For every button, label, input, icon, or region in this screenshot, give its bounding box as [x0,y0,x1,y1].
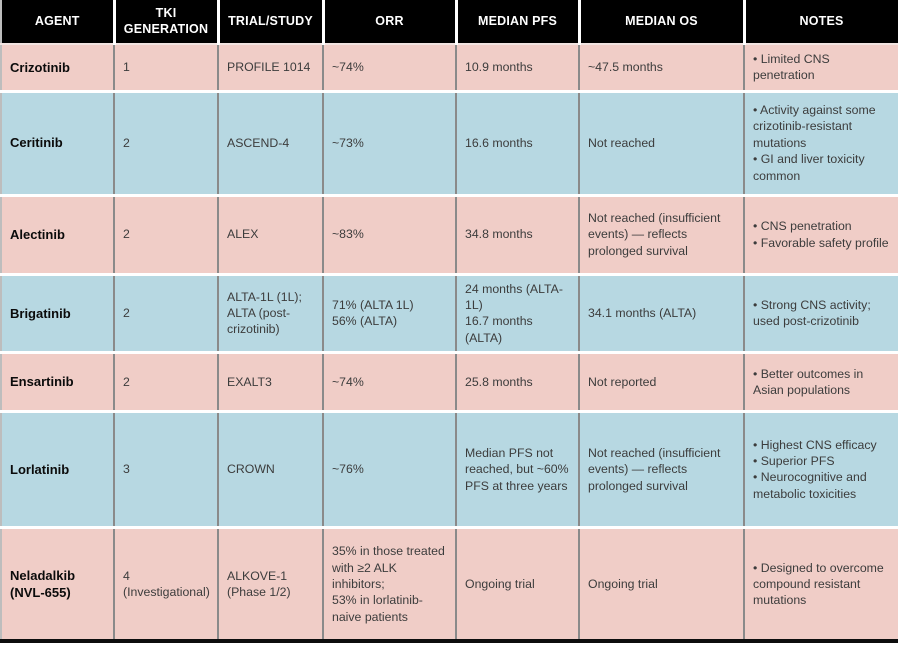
cell-agent: Crizotinib [1,44,115,93]
cell-pfs: 24 months (ALTA-1L) 16.7 months (ALTA) [456,274,580,354]
cell-generation: 2 [114,91,219,197]
cell-agent: Ensartinib [1,352,115,413]
table-row-crizotinib: Crizotinib 1 PROFILE 1014 ~74% 10.9 mont… [1,44,898,93]
cell-agent: Neladalkib (NVL-655) [1,527,115,643]
cell-pfs: Ongoing trial [456,527,580,643]
cell-pfs: 16.6 months [456,91,580,197]
cell-pfs: 10.9 months [456,44,580,93]
cell-os: ~47.5 months [579,44,745,93]
table-row-brigatinib: Brigatinib 2 ALTA-1L (1L); ALTA (post-cr… [1,274,898,354]
cell-orr: ~73% [323,91,457,197]
cell-trial: ALKOVE-1 (Phase 1/2) [218,527,324,643]
cell-trial: ALEX [218,195,324,276]
cell-orr: ~83% [323,195,457,276]
column-header-generation: TKI GENERATION [114,0,220,45]
cell-generation: 1 [114,44,219,93]
cell-generation: 4 (Investigational) [114,527,219,643]
cell-generation: 3 [114,411,219,529]
cell-notes: • Designed to overcome compound resistan… [744,527,898,643]
table-row-ensartinib: Ensartinib 2 EXALT3 ~74% 25.8 months Not… [1,352,898,413]
cell-os: 34.1 months (ALTA) [579,274,745,354]
cell-trial: ALTA-1L (1L); ALTA (post-crizotinib) [218,274,324,354]
cell-orr: 35% in those treated with ≥2 ALK inhibit… [323,527,457,643]
cell-trial: PROFILE 1014 [218,44,324,93]
cell-pfs: 25.8 months [456,352,580,413]
cell-notes: • CNS penetration • Favorable safety pro… [744,195,898,276]
cell-notes: • Highest CNS efficacy • Superior PFS • … [744,411,898,529]
cell-generation: 2 [114,352,219,413]
cell-notes: • Better outcomes in Asian populations [744,352,898,413]
cell-os: Ongoing trial [579,527,745,643]
cell-notes: • Strong CNS activity; used post-crizoti… [744,274,898,354]
cell-agent: Ceritinib [1,91,115,197]
cell-pfs: 34.8 months [456,195,580,276]
column-header-trial: TRIAL/STUDY [218,0,325,45]
cell-agent: Alectinib [1,195,115,276]
table-header: AGENT TKI GENERATION TRIAL/STUDY ORR MED… [1,0,898,45]
cell-agent: Brigatinib [1,274,115,354]
cell-os: Not reached (insufficient events) — refl… [579,195,745,276]
cell-orr: ~76% [323,411,457,529]
cell-orr: 71% (ALTA 1L) 56% (ALTA) [323,274,457,354]
cell-os: Not reported [579,352,745,413]
cell-orr: ~74% [323,352,457,413]
cell-trial: EXALT3 [218,352,324,413]
cell-pfs: Median PFS not reached, but ~60% PFS at … [456,411,580,529]
cell-os: Not reached (insufficient events) — refl… [579,411,745,529]
column-header-os: MEDIAN OS [579,0,746,45]
cell-trial: ASCEND-4 [218,91,324,197]
table-row-lorlatinib: Lorlatinib 3 CROWN ~76% Median PFS not r… [1,411,898,529]
cell-orr: ~74% [323,44,457,93]
table-row-alectinib: Alectinib 2 ALEX ~83% 34.8 months Not re… [1,195,898,276]
cell-os: Not reached [579,91,745,197]
cell-notes: • Activity against some crizotinib-resis… [744,91,898,197]
table-row-ceritinib: Ceritinib 2 ASCEND-4 ~73% 16.6 months No… [1,91,898,197]
cell-notes: • Limited CNS penetration [744,44,898,93]
column-header-notes: NOTES [744,0,898,45]
table-body: Crizotinib 1 PROFILE 1014 ~74% 10.9 mont… [1,44,898,643]
cell-trial: CROWN [218,411,324,529]
cell-generation: 2 [114,274,219,354]
table-row-neladalkib: Neladalkib (NVL-655) 4 (Investigational)… [1,527,898,643]
cell-agent: Lorlatinib [1,411,115,529]
cell-generation: 2 [114,195,219,276]
header-row: AGENT TKI GENERATION TRIAL/STUDY ORR MED… [1,0,898,45]
column-header-agent: AGENT [1,0,116,45]
column-header-orr: ORR [323,0,458,45]
column-header-pfs: MEDIAN PFS [456,0,581,45]
